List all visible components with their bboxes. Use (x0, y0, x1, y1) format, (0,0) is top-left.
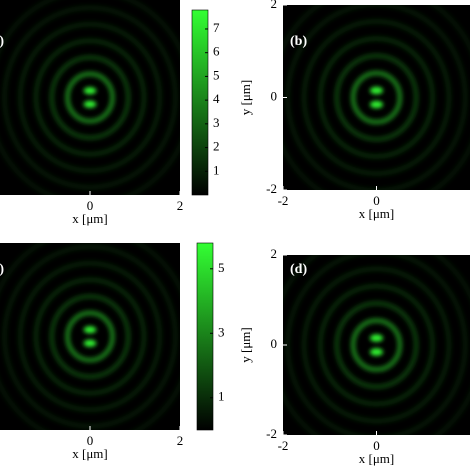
rings (0, 0, 180, 195)
x-axis-label: x [μm] (72, 211, 108, 226)
lobe (369, 348, 384, 356)
intensity-image (283, 5, 470, 190)
ring (301, 18, 452, 177)
x-axis-label: x [μm] (359, 206, 395, 221)
lobe (83, 339, 97, 347)
x-tick-label: 0 (373, 193, 380, 208)
ring (350, 70, 403, 125)
x-tick-label: 0 (87, 433, 94, 448)
image-background (0, 0, 180, 195)
ring (2, 5, 178, 190)
x-axis-label: x [μm] (72, 446, 108, 461)
intensity-image (0, 243, 180, 430)
image-background (283, 5, 470, 190)
ring (334, 300, 419, 390)
x-tick-label: -2 (278, 438, 289, 453)
lobe (83, 326, 97, 334)
ring (49, 54, 131, 141)
intensity-image (283, 255, 470, 435)
colorbar-tick-label: 1 (218, 389, 225, 404)
panel-label: (c) (0, 262, 4, 277)
intensity-image (0, 0, 180, 195)
y-tick-label: 2 (271, 246, 278, 261)
y-tick-label: 2 (271, 0, 278, 11)
colorbar-tick-label: 6 (213, 44, 220, 59)
colorbar-tick-label: 1 (213, 162, 220, 177)
ring (350, 317, 403, 373)
colorbar-tick-label: 4 (213, 91, 220, 106)
ring (285, 255, 468, 435)
y-tick-label: -2 (266, 181, 277, 196)
x-axis-label: x [μm] (359, 451, 395, 466)
panel-label: (d) (290, 262, 307, 277)
colorbar (191, 9, 209, 196)
colorbar-tick-label: 3 (213, 115, 220, 130)
y-axis-label: y [μm] (238, 80, 253, 116)
lobe (369, 334, 384, 342)
colorbar-tick-label: 3 (218, 324, 225, 339)
x-tick-label: 2 (177, 433, 184, 448)
lobe (369, 100, 384, 109)
colorbar-tick-label: 5 (213, 67, 220, 82)
image-background (0, 243, 180, 430)
x-tick-label: 0 (87, 198, 94, 213)
ring (33, 38, 147, 157)
ring (49, 293, 131, 380)
colorbar (196, 242, 214, 431)
ring (17, 21, 163, 174)
rings (283, 5, 470, 190)
y-tick-label: -2 (266, 426, 277, 441)
ring (317, 283, 436, 407)
ring (65, 310, 115, 363)
rings (283, 255, 470, 435)
ring (17, 260, 163, 413)
ring (334, 53, 419, 142)
lobe (83, 100, 97, 108)
lobe (83, 87, 97, 95)
x-tick-label: 0 (373, 438, 380, 453)
y-tick-label: 0 (271, 88, 278, 103)
ring (65, 71, 115, 124)
ring (285, 5, 468, 190)
y-tick-label: 0 (271, 336, 278, 351)
ring (317, 36, 436, 159)
panel-label: (a) (0, 34, 4, 49)
panel-label: (b) (290, 34, 307, 49)
colorbar-tick-label: 2 (213, 139, 220, 154)
ring (301, 266, 452, 424)
colorbar-tick-label: 5 (218, 260, 225, 275)
x-tick-label: 2 (177, 198, 184, 213)
y-axis-label: y [μm] (238, 327, 253, 363)
colorbar-tick-label: 7 (213, 20, 220, 35)
lobe (369, 86, 384, 95)
x-tick-label: -2 (278, 193, 289, 208)
ring (33, 277, 147, 396)
